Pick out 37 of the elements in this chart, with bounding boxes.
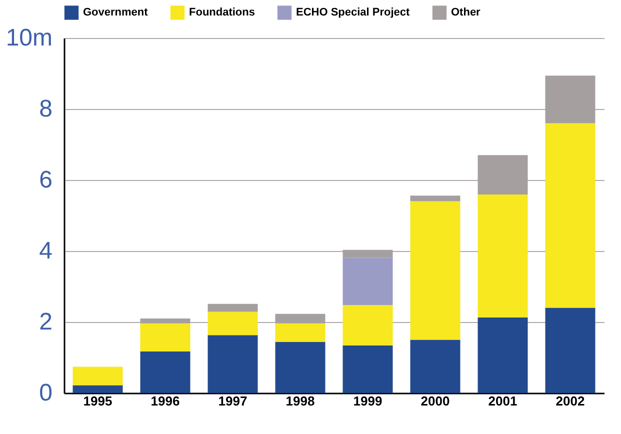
legend-label: Foundations — [189, 6, 255, 19]
y-tick-label: 0 — [39, 380, 52, 406]
y-tick-label: 6 — [39, 166, 52, 194]
x-tick-label: 1999 — [353, 394, 382, 408]
x-tick-label: 2001 — [488, 394, 518, 408]
x-tick-label: 1998 — [286, 394, 315, 408]
bar — [478, 317, 528, 393]
x-tick-label: 2000 — [420, 394, 450, 408]
bar — [342, 258, 393, 305]
y-tick-label: 2 — [39, 308, 52, 336]
y-tick-label: 10m — [6, 24, 52, 52]
bar — [342, 304, 393, 346]
bar — [478, 194, 528, 318]
bar — [410, 340, 460, 393]
bar — [208, 312, 258, 336]
bar — [140, 351, 190, 393]
x-tick-label: 1995 — [83, 394, 112, 408]
legend-label: ECHO Special Project — [296, 6, 410, 19]
bar — [275, 323, 326, 342]
bar — [545, 123, 596, 308]
bar — [72, 366, 123, 386]
y-tick-label: 4 — [39, 238, 52, 264]
x-tick-label: 2002 — [556, 394, 585, 408]
bar — [140, 323, 190, 352]
bar — [342, 345, 393, 393]
bar — [275, 342, 326, 393]
bar — [545, 308, 596, 393]
bar — [410, 196, 460, 202]
bar — [72, 385, 123, 393]
legend-label: Other — [451, 6, 482, 19]
x-tick-label: 1997 — [218, 394, 248, 408]
bar — [208, 304, 258, 312]
y-tick-label: 8 — [39, 96, 52, 122]
bar — [410, 201, 460, 340]
legend-label: Government — [83, 6, 148, 19]
bar — [208, 335, 258, 393]
x-tick-label: 1996 — [150, 394, 180, 408]
